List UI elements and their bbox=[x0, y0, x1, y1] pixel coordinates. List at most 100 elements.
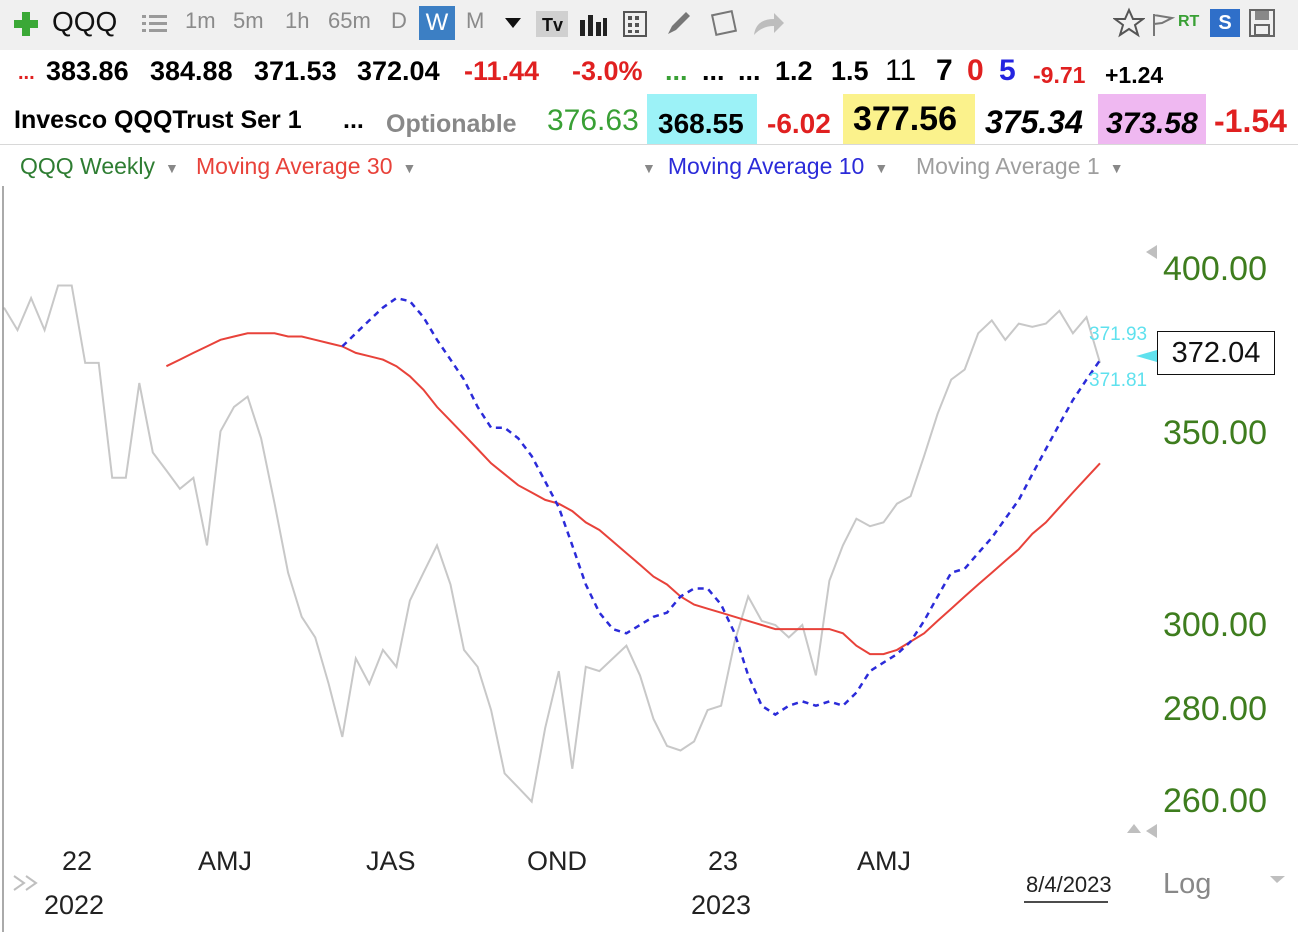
interval-1h[interactable]: 1h bbox=[285, 8, 310, 33]
y-tick-280: 280.00 bbox=[1163, 690, 1267, 728]
quote-count-3: 0 bbox=[967, 54, 984, 87]
x-tick-amj-2023: AMJ bbox=[857, 846, 911, 876]
interval-m[interactable]: M bbox=[466, 8, 485, 33]
legend-ma1[interactable]: Moving Average 1 ▼ bbox=[916, 153, 1124, 180]
quote-change-pct: -3.0% bbox=[572, 56, 643, 86]
legend-ma30[interactable]: Moving Average 30 ▼ bbox=[196, 153, 416, 180]
toolbar: QQQ 1m 5m 1h 65m D W M Tv RT S bbox=[0, 0, 1298, 50]
quote-count-4: 5 bbox=[999, 54, 1016, 87]
highlight-cyan bbox=[647, 94, 757, 144]
last-price-box: 372.04 bbox=[1157, 331, 1275, 375]
quote2-v7: -1.54 bbox=[1214, 103, 1287, 139]
instrument-name: Invesco QQQTrust Ser 1 bbox=[14, 106, 302, 134]
caret-down-icon[interactable]: ▼ bbox=[402, 159, 417, 176]
calculator-icon[interactable] bbox=[622, 10, 652, 38]
chevron-down-icon[interactable] bbox=[505, 18, 521, 30]
quote-dots-1: ... bbox=[665, 56, 688, 86]
rt-badge[interactable]: RT bbox=[1178, 13, 1200, 30]
star-icon[interactable] bbox=[1113, 7, 1145, 39]
marker-label-upper: 371.93 bbox=[1089, 324, 1148, 345]
quote-d2: +1.24 bbox=[1105, 62, 1164, 88]
quote-high: 384.88 bbox=[150, 56, 233, 86]
quote2-v5: 375.34 bbox=[985, 104, 1083, 140]
quote2-v1: 376.63 bbox=[547, 104, 639, 137]
interval-5m[interactable]: 5m bbox=[233, 8, 264, 33]
marker-label-lower: 371.81 bbox=[1089, 370, 1148, 391]
interval-d[interactable]: D bbox=[391, 8, 407, 33]
legend-ma10[interactable]: ▼ Moving Average 10 ▼ bbox=[642, 153, 888, 180]
ma30-line bbox=[165, 332, 1101, 656]
save-icon[interactable] bbox=[1248, 8, 1278, 40]
legend-main[interactable]: QQQ Weekly ▼ bbox=[20, 153, 179, 180]
log-toggle[interactable]: Log bbox=[1163, 868, 1212, 900]
interval-w[interactable]: W bbox=[419, 6, 455, 40]
price-chart[interactable] bbox=[0, 186, 1298, 932]
ma10-line bbox=[341, 296, 1102, 717]
add-icon[interactable] bbox=[12, 10, 40, 38]
quote2-v4: 377.56 bbox=[853, 100, 957, 138]
caret-down-icon[interactable]: ▼ bbox=[165, 159, 179, 176]
quote-dots-3: ... bbox=[738, 56, 761, 86]
quote2-v6: 373.58 bbox=[1106, 107, 1198, 140]
highlight-yellow bbox=[843, 94, 975, 144]
scroll-arrow-icon[interactable] bbox=[1127, 824, 1141, 833]
caret-down-icon[interactable]: ▼ bbox=[642, 159, 656, 176]
x-year-2022: 2022 bbox=[44, 890, 105, 920]
quote2-v2: 368.55 bbox=[658, 108, 744, 139]
x-tick-jas: JAS bbox=[366, 846, 416, 876]
quote-row-1: ... 383.86 384.88 371.53 372.04 -11.44 -… bbox=[0, 52, 1298, 96]
legend-ma10-label: Moving Average 10 bbox=[667, 153, 865, 179]
bar-chart-icon[interactable] bbox=[578, 12, 608, 36]
y-tick-300: 300.00 bbox=[1163, 606, 1267, 644]
redo-arrow-icon[interactable] bbox=[750, 9, 786, 39]
flag-icon[interactable] bbox=[1150, 12, 1176, 38]
x-tick-23: 23 bbox=[708, 846, 739, 876]
quote-lead: ... bbox=[18, 62, 35, 84]
s-button[interactable]: S bbox=[1210, 9, 1240, 37]
symbol-field[interactable]: QQQ bbox=[52, 6, 118, 37]
legend-row: QQQ Weekly ▼ Moving Average 30 ▼ ▼ Moving A… bbox=[0, 150, 1298, 186]
date-label: 8/4/2023 bbox=[1026, 872, 1112, 897]
quote-count-2: 7 bbox=[936, 54, 953, 87]
legend-ma30-label: Moving Average 30 bbox=[196, 153, 393, 179]
quote-open: 383.86 bbox=[46, 56, 129, 86]
pencil-icon[interactable] bbox=[664, 8, 694, 38]
x-tick-amj-2022: AMJ bbox=[198, 846, 252, 876]
y-tick-400: 400.00 bbox=[1163, 250, 1267, 288]
text-tool-icon[interactable]: Tv bbox=[536, 11, 568, 37]
x-tick-22: 22 bbox=[62, 846, 93, 876]
list-icon[interactable] bbox=[140, 12, 170, 36]
interval-65m[interactable]: 65m bbox=[328, 8, 371, 33]
svg-text:Tv: Tv bbox=[542, 15, 563, 35]
last-price-marker bbox=[1136, 350, 1157, 362]
caret-down-icon[interactable]: ▼ bbox=[874, 159, 889, 176]
quote-row-2: Invesco QQQTrust Ser 1 ... Optionable 37… bbox=[0, 94, 1298, 144]
y-tick-350: 350.00 bbox=[1163, 414, 1267, 452]
name-dots: ... bbox=[343, 106, 364, 134]
quote-d1: -9.71 bbox=[1033, 62, 1086, 88]
scroll-up-icon[interactable] bbox=[1146, 245, 1157, 259]
quote-change: -11.44 bbox=[464, 56, 540, 86]
quote-dots-2: ... bbox=[702, 56, 725, 86]
x-tick-ond: OND bbox=[527, 846, 587, 876]
scroll-down-icon[interactable] bbox=[1146, 824, 1157, 838]
quote-low: 371.53 bbox=[254, 56, 337, 86]
caret-down-icon[interactable]: ▼ bbox=[1109, 159, 1124, 176]
quote2-v3: -6.02 bbox=[767, 108, 831, 139]
optionable-label: Optionable bbox=[386, 110, 517, 138]
interval-1m[interactable]: 1m bbox=[185, 8, 216, 33]
settings-caret-icon[interactable] bbox=[1270, 876, 1285, 883]
pan-right-icon[interactable] bbox=[25, 875, 38, 891]
quote-v1: 1.2 bbox=[775, 56, 813, 86]
legend-ma1-label: Moving Average 1 bbox=[916, 153, 1100, 179]
pages-icon[interactable] bbox=[708, 9, 740, 39]
quote-last: 372.04 bbox=[357, 56, 440, 86]
pan-left-icon[interactable] bbox=[13, 875, 26, 891]
x-year-2023: 2023 bbox=[691, 890, 752, 920]
quote-count-1: 11 bbox=[885, 54, 917, 87]
highlight-pink bbox=[1098, 94, 1206, 144]
price-line bbox=[3, 284, 1101, 804]
legend-main-label: QQQ Weekly bbox=[20, 153, 156, 179]
quote-v2: 1.5 bbox=[831, 56, 869, 86]
divider bbox=[0, 144, 1298, 145]
